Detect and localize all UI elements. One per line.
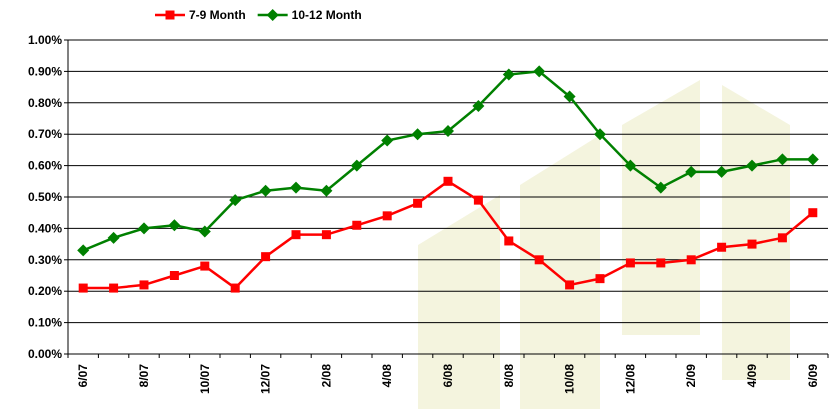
marker — [320, 184, 333, 197]
marker — [109, 283, 119, 293]
marker — [472, 99, 485, 112]
marker — [138, 222, 150, 235]
marker — [594, 128, 606, 141]
series-line — [82, 70, 813, 252]
x-tick-label: 12/08 — [623, 364, 637, 394]
x-tick-label: 2/08 — [319, 364, 333, 388]
marker — [77, 244, 90, 257]
y-tick-label: 0.00% — [28, 347, 62, 361]
marker — [290, 181, 302, 194]
marker — [746, 159, 758, 172]
marker — [78, 283, 88, 293]
marker — [747, 239, 757, 249]
y-tick-label: 0.20% — [28, 284, 62, 298]
marker — [200, 261, 210, 271]
y-tick-label: 1.00% — [28, 33, 62, 47]
marker — [808, 208, 818, 218]
marker — [685, 165, 698, 178]
marker — [473, 195, 483, 205]
marker — [352, 220, 362, 230]
x-tick-label: 8/07 — [137, 364, 151, 388]
marker — [595, 274, 605, 284]
x-tick-label: 6/08 — [441, 364, 455, 388]
marker — [656, 258, 666, 268]
x-tick-label: 6/09 — [806, 364, 820, 388]
x-tick-label: 6/07 — [76, 364, 90, 388]
marker — [169, 271, 179, 280]
y-tick-label: 0.50% — [28, 190, 62, 204]
x-tick-label: 4/09 — [745, 364, 759, 388]
marker — [442, 125, 454, 138]
marker — [504, 236, 514, 246]
marker — [198, 225, 211, 238]
marker — [413, 198, 423, 208]
x-tick-label: 12/07 — [259, 364, 273, 394]
marker — [533, 65, 546, 78]
marker — [777, 233, 787, 243]
marker — [259, 184, 272, 197]
y-tick-label: 0.90% — [28, 64, 62, 78]
marker — [563, 90, 576, 103]
marker — [230, 283, 240, 293]
legend-label: 10-12 Month — [292, 8, 362, 22]
marker — [654, 181, 667, 194]
marker — [229, 194, 242, 207]
y-tick-label: 0.10% — [28, 316, 62, 330]
x-tick-label: 8/08 — [502, 364, 516, 388]
marker — [321, 230, 331, 240]
marker — [165, 10, 175, 20]
marker — [624, 159, 637, 172]
marker — [715, 165, 728, 178]
marker — [266, 9, 279, 21]
marker — [502, 68, 515, 81]
marker — [717, 242, 727, 252]
marker — [565, 280, 575, 290]
marker — [139, 280, 149, 290]
marker — [382, 211, 392, 221]
y-tick-label: 0.40% — [28, 221, 62, 235]
marker — [107, 231, 120, 244]
x-tick-label: 10/08 — [563, 364, 577, 394]
marker — [411, 128, 424, 141]
marker — [776, 153, 789, 166]
marker — [625, 258, 635, 268]
marker — [291, 230, 301, 240]
y-tick-label: 0.70% — [28, 127, 62, 141]
marker — [443, 176, 453, 186]
marker — [686, 255, 696, 265]
marker — [534, 255, 544, 265]
x-tick-label: 10/07 — [198, 364, 212, 394]
marker — [381, 134, 394, 147]
y-tick-label: 0.60% — [28, 159, 62, 173]
x-tick-label: 4/08 — [380, 364, 394, 388]
marker — [806, 153, 819, 166]
y-tick-label: 0.80% — [28, 96, 62, 110]
watermark — [418, 80, 790, 409]
marker — [168, 219, 181, 232]
x-tick-label: 2/09 — [684, 364, 698, 388]
legend-label: 7-9 Month — [189, 8, 246, 22]
marker — [350, 159, 363, 172]
y-tick-label: 0.30% — [28, 253, 62, 267]
marker — [261, 252, 271, 262]
